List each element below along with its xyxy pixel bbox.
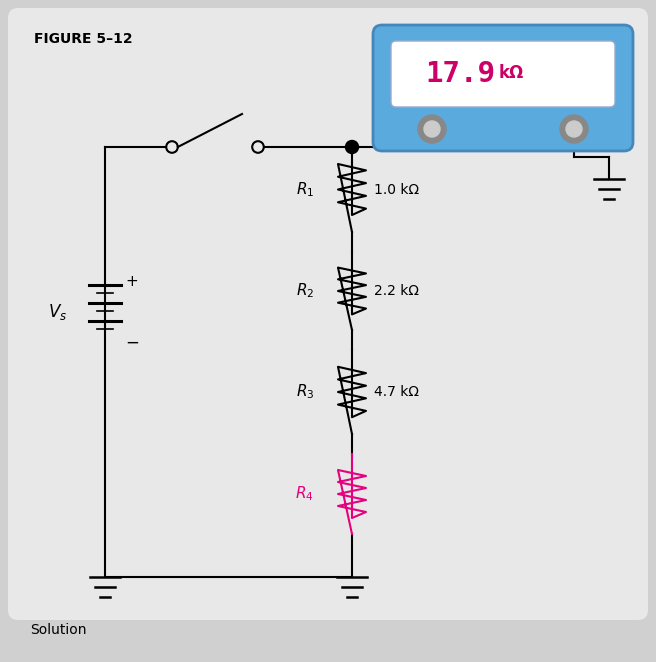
Circle shape bbox=[424, 121, 440, 137]
Text: $R_3$: $R_3$ bbox=[296, 383, 314, 401]
Text: −: − bbox=[125, 334, 139, 352]
Text: Solution: Solution bbox=[30, 623, 87, 637]
Text: $R_2$: $R_2$ bbox=[296, 281, 314, 301]
FancyBboxPatch shape bbox=[8, 8, 648, 620]
FancyBboxPatch shape bbox=[373, 25, 633, 151]
Text: $V_s$: $V_s$ bbox=[48, 302, 67, 322]
Text: $R_4$: $R_4$ bbox=[295, 485, 314, 503]
Text: FIGURE 5–12: FIGURE 5–12 bbox=[34, 32, 133, 46]
Circle shape bbox=[560, 115, 588, 143]
Text: +: + bbox=[125, 274, 138, 289]
Circle shape bbox=[418, 115, 446, 143]
Text: 1.0 kΩ: 1.0 kΩ bbox=[374, 183, 419, 197]
Circle shape bbox=[346, 140, 358, 154]
Text: 17.9: 17.9 bbox=[425, 60, 495, 88]
Circle shape bbox=[566, 121, 582, 137]
FancyBboxPatch shape bbox=[391, 41, 615, 107]
Text: kΩ: kΩ bbox=[499, 64, 524, 82]
Text: 4.7 kΩ: 4.7 kΩ bbox=[374, 385, 419, 399]
Text: $R_1$: $R_1$ bbox=[296, 180, 314, 199]
Text: 2.2 kΩ: 2.2 kΩ bbox=[374, 284, 419, 298]
